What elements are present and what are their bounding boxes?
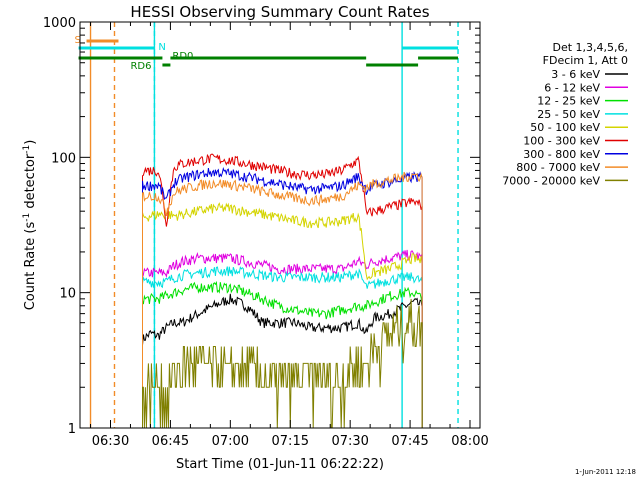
x-tick-label: 07:15	[272, 434, 309, 449]
legend-label: 12 - 25 keV	[537, 95, 600, 108]
series-line-0	[142, 293, 423, 428]
x-tick-label: 06:30	[92, 434, 129, 449]
legend-label: 7000 - 20000 keV	[502, 174, 600, 187]
flag-label-s: S	[75, 35, 81, 46]
series-line-8	[142, 298, 423, 429]
x-tick-label: 07:45	[391, 434, 428, 449]
series-line-1	[142, 249, 423, 428]
legend-label: 300 - 800 keV	[523, 148, 600, 161]
legend-label: 50 - 100 keV	[530, 121, 600, 134]
flag-label-rd6: RD6	[130, 61, 151, 72]
series-line-5	[142, 153, 423, 428]
y-axis-label-part-1: Count Rate (s	[23, 222, 38, 311]
timestamp: 1-Jun-2011 12:18	[575, 468, 636, 476]
flag-label-rd0: RD0	[172, 51, 193, 62]
legend-label: 800 - 7000 keV	[516, 161, 600, 174]
legend-header-1: Det 1,3,4,5,6,	[552, 41, 628, 54]
x-tick-label: 06:45	[152, 434, 189, 449]
y-tick-label: 100	[51, 151, 76, 166]
x-tick-label: 08:00	[451, 434, 488, 449]
y-axis-label-sup-1: -1	[22, 213, 32, 222]
series-line-7	[142, 171, 423, 428]
y-tick-label: 1000	[43, 16, 76, 31]
chart-title: HESSI Observing Summary Count Rates	[130, 3, 429, 21]
x-axis: 06:30 06:45 07:00 07:15 07:30 07:45 08:00	[90, 22, 489, 449]
x-tick-label: 07:00	[212, 434, 249, 449]
x-tick-label: 07:30	[331, 434, 368, 449]
interval-layer: S N RD0 RD6	[75, 22, 459, 428]
series-line-2	[142, 280, 423, 428]
y-tick-label: 10	[59, 287, 76, 302]
y-axis-label-part-3: )	[23, 140, 38, 145]
series-line-3	[142, 266, 423, 428]
plot-frame	[79, 21, 481, 429]
legend-label: 3 - 6 keV	[551, 68, 600, 81]
y-axis-label-part-2: detector	[23, 153, 38, 213]
y-tick-label: 1	[68, 422, 76, 437]
series-line-4	[142, 202, 423, 428]
legend-label: 6 - 12 keV	[544, 81, 600, 94]
y-axis: 1 10 100 1000	[43, 16, 480, 437]
legend-label: 100 - 300 keV	[523, 135, 600, 148]
legend-label: 25 - 50 keV	[537, 108, 600, 121]
y-axis-label-sup-2: -1	[22, 145, 32, 154]
flag-label-n: N	[158, 42, 165, 53]
x-axis-label: Start Time (01-Jun-11 06:22:22)	[176, 457, 384, 472]
series-layer	[142, 153, 423, 429]
legend: Det 1,3,4,5,6, FDecim 1, Att 0 3 - 6 keV…	[502, 41, 628, 187]
legend-header-2: FDecim 1, Att 0	[543, 54, 628, 67]
y-axis-label: Count Rate (s-1 detector-1)	[22, 140, 38, 311]
